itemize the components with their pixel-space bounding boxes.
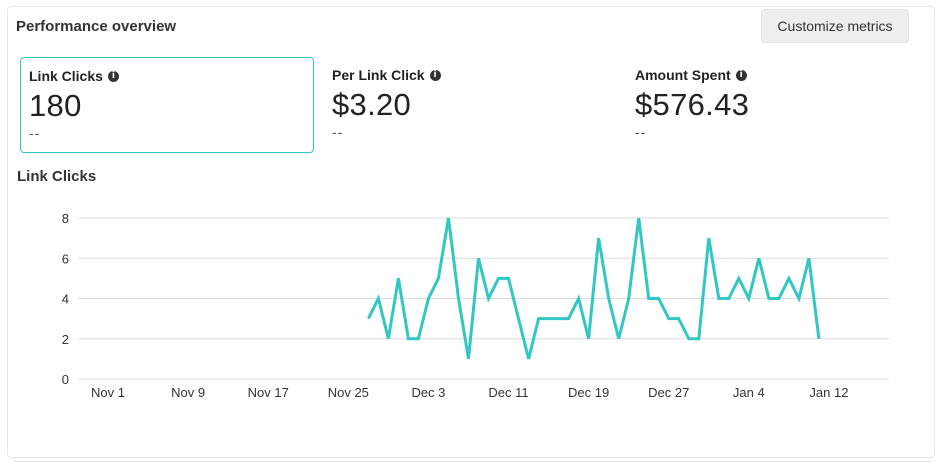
metric-comparison: -- — [332, 124, 344, 140]
x-tick-label: Dec 11 — [488, 385, 528, 400]
x-tick-label: Dec 19 — [568, 385, 609, 400]
metric-value: $3.20 — [332, 87, 412, 122]
x-tick-label: Nov 25 — [328, 385, 369, 400]
x-tick-label: Nov 17 — [248, 385, 289, 400]
customize-metrics-button[interactable]: Customize metrics — [761, 9, 909, 43]
metric-card-per-link-click[interactable]: Per Link Click i $3.20 -- — [324, 57, 618, 153]
divider — [14, 461, 932, 462]
y-tick-label: 8 — [62, 211, 69, 226]
chart-title: Link Clicks — [17, 168, 97, 185]
metric-label: Link Clicks — [29, 68, 103, 84]
y-tick-label: 6 — [62, 251, 69, 266]
y-tick-label: 2 — [62, 332, 69, 347]
info-icon[interactable]: i — [735, 69, 747, 81]
metric-card-link-clicks[interactable]: Link Clicks i 180 -- — [20, 57, 314, 153]
x-tick-label: Dec 27 — [648, 385, 689, 400]
x-tick-label: Jan 12 — [809, 385, 848, 400]
y-tick-label: 4 — [62, 292, 69, 307]
info-icon[interactable]: i — [107, 70, 119, 82]
metric-comparison: -- — [635, 124, 647, 140]
series-line — [367, 217, 821, 360]
panel-title: Performance overview — [16, 18, 177, 35]
y-tick-label: 0 — [62, 372, 69, 387]
x-tick-label: Dec 3 — [411, 385, 445, 400]
x-tick-label: Nov 1 — [91, 385, 125, 400]
metric-card-amount-spent[interactable]: Amount Spent i $576.43 -- — [627, 57, 921, 153]
metric-comparison: -- — [29, 125, 41, 141]
metric-value: $576.43 — [635, 87, 750, 122]
info-icon[interactable]: i — [429, 69, 441, 81]
x-tick-label: Nov 9 — [171, 385, 205, 400]
x-tick-label: Jan 4 — [733, 385, 765, 400]
performance-card — [7, 6, 935, 458]
metric-label: Amount Spent — [635, 67, 731, 83]
metric-value: 180 — [29, 88, 82, 123]
metric-label: Per Link Click — [332, 67, 425, 83]
